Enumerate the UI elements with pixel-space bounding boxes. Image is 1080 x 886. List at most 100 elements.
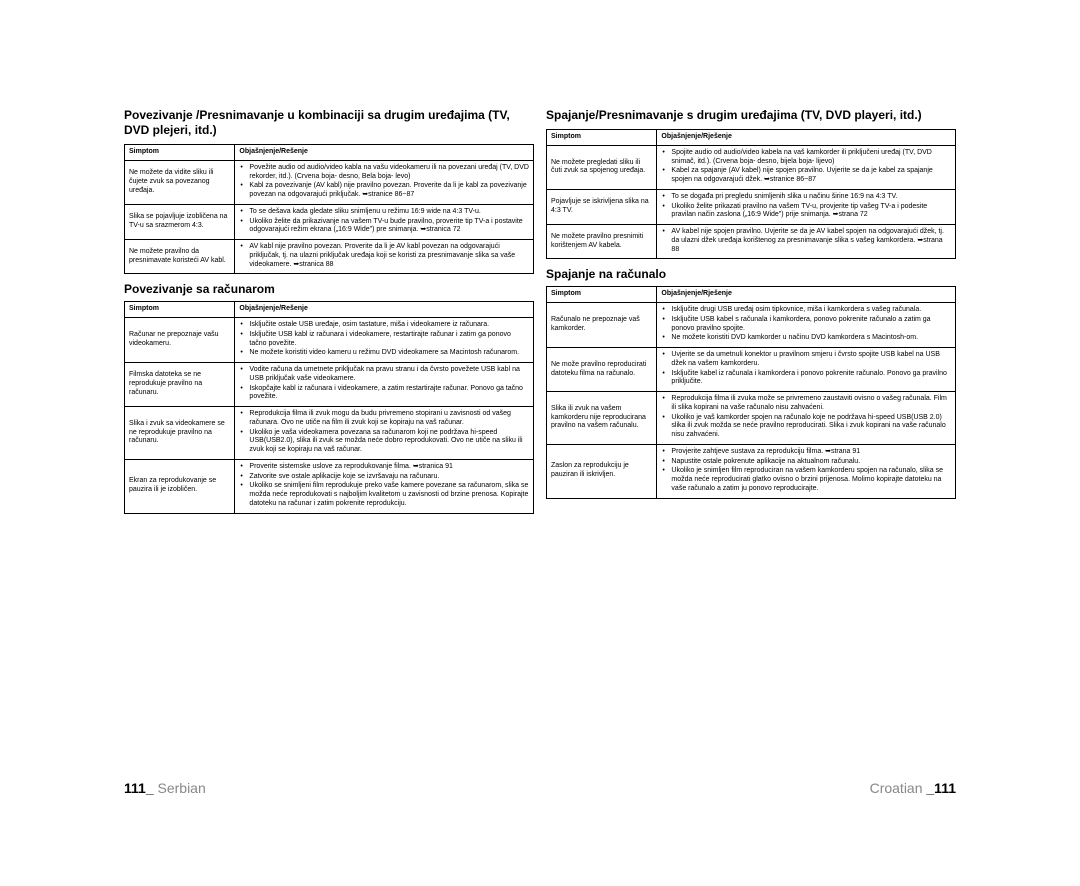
table-row: Ekran za reprodukovanje se pauzira ili j… <box>125 459 534 513</box>
right-table-2: Simptom Objašnjenje/Rješenje Računalo ne… <box>546 286 956 498</box>
footer-right: Croatian _111 <box>546 780 956 796</box>
symptom-cell: Slika se pojavljuje izobličena na TV-u s… <box>125 204 235 239</box>
table-header-row: Simptom Objašnjenje/Rešenje <box>125 145 534 161</box>
explanation-cell: Vodite računa da umetnete priključak na … <box>235 363 534 407</box>
bullet: Ukoliko je vaš kamkorder spojen na račun… <box>671 414 951 440</box>
bullet: Isključite USB kabel s računala i kamkor… <box>671 316 951 334</box>
table-row: Slika i zvuk sa videokamere se ne reprod… <box>125 407 534 460</box>
bullet: Iskopčajte kabl iz računara i videokamer… <box>249 385 529 403</box>
bullet: Spojite audio od audio/video kabela na v… <box>671 149 951 167</box>
explanation-cell: Provjerite zahtjeve sustava za reprodukc… <box>657 444 956 498</box>
table-row: Ne možete da vidite sliku ili čujete zvu… <box>125 160 534 204</box>
page-number: _111 <box>926 780 956 796</box>
footer-left: 111_ Serbian <box>124 780 534 796</box>
explanation-cell: Isključite drugi USB uređaj osim tipkovn… <box>657 303 956 348</box>
symptom-cell: Ekran za reprodukovanje se pauzira ili j… <box>125 459 235 513</box>
col-header-symptom: Simptom <box>547 287 657 303</box>
symptom-cell: Filmska datoteka se ne reprodukuje pravi… <box>125 363 235 407</box>
left-table-1: Simptom Objašnjenje/Rešenje Ne možete da… <box>124 144 534 274</box>
bullet: Kabl za povezivanje (AV kabl) nije pravi… <box>249 182 529 200</box>
explanation-cell: AV kabl nije pravilno povezan. Proverite… <box>235 240 534 274</box>
bullet: Isključite drugi USB uređaj osim tipkovn… <box>671 306 951 315</box>
bullet: Povežite audio od audio/video kabla na v… <box>249 164 529 182</box>
table-row: Zaslon za reprodukciju je pauziran ili i… <box>547 444 956 498</box>
bullet: AV kabl nije pravilno povezan. Proverite… <box>249 243 529 269</box>
explanation-cell: Proverite sistemske uslove za reprodukov… <box>235 459 534 513</box>
table-row: Filmska datoteka se ne reprodukuje pravi… <box>125 363 534 407</box>
bullet: Uvjerite se da umetnuli konektor u pravi… <box>671 351 951 369</box>
symptom-cell: Zaslon za reprodukciju je pauziran ili i… <box>547 444 657 498</box>
bullet: Zatvorite sve ostale aplikacije koje se … <box>249 473 529 482</box>
table-row: Ne možete pregledati sliku ili čuti zvuk… <box>547 145 956 189</box>
symptom-cell: Ne možete pregledati sliku ili čuti zvuk… <box>547 145 657 189</box>
explanation-cell: Uvjerite se da umetnuli konektor u pravi… <box>657 348 956 392</box>
col-header-symptom: Simptom <box>125 302 235 318</box>
bullet: Isključite USB kabl iz računara i videok… <box>249 331 529 349</box>
explanation-cell: Reprodukcija filma ili zvuka može se pri… <box>657 392 956 445</box>
explanation-cell: AV kabel nije spojen pravilno. Uvjerite … <box>657 225 956 259</box>
bullet: Ukoliko se snimljeni film reprodukuje pr… <box>249 482 529 508</box>
table-row: Računar ne prepoznaje vašu videokameru. … <box>125 318 534 363</box>
table-row: Ne možete pravilno da presnimavate koris… <box>125 240 534 274</box>
symptom-cell: Ne može pravilno reproducirati datoteku … <box>547 348 657 392</box>
symptom-cell: Ne možete da vidite sliku ili čujete zvu… <box>125 160 235 204</box>
bullet: Ne možete koristiti DVD kamkorder u nači… <box>671 334 951 343</box>
explanation-cell: To se dešava kada gledate sliku snimljen… <box>235 204 534 239</box>
bullet: Ukoliko je vaša videokamera povezana sa … <box>249 429 529 455</box>
table-header-row: Simptom Objašnjenje/Rješenje <box>547 130 956 146</box>
table-header-row: Simptom Objašnjenje/Rešenje <box>125 302 534 318</box>
bullet: Ukoliko želite da prikazivanje na vašem … <box>249 218 529 236</box>
right-subtitle: Spajanje na računalo <box>546 267 956 281</box>
left-table-2: Simptom Objašnjenje/Rešenje Računar ne p… <box>124 301 534 513</box>
explanation-cell: Spojite audio od audio/video kabela na v… <box>657 145 956 189</box>
bullet: To se događa pri pregledu snimljenih sli… <box>671 193 951 202</box>
symptom-cell: Ne možete pravilno da presnimavate koris… <box>125 240 235 274</box>
explanation-cell: Povežite audio od audio/video kabla na v… <box>235 160 534 204</box>
table-header-row: Simptom Objašnjenje/Rješenje <box>547 287 956 303</box>
right-title: Spajanje/Presnimavanje s drugim uređajim… <box>546 108 956 123</box>
explanation-cell: Reprodukcija filma ili zvuk mogu da budu… <box>235 407 534 460</box>
table-row: Računalo ne prepoznaje vaš kamkorder. Is… <box>547 303 956 348</box>
explanation-cell: To se događa pri pregledu snimljenih sli… <box>657 189 956 224</box>
bullet: Isključite kabel iz računala i kamkorder… <box>671 370 951 388</box>
right-column: Spajanje/Presnimavanje s drugim uređajim… <box>546 108 956 796</box>
bullet: AV kabel nije spojen pravilno. Uvjerite … <box>671 228 951 254</box>
table-row: Slika ili zvuk na vašem kamkorderu nije … <box>547 392 956 445</box>
bullet: Isključite ostale USB uređaje, osim tast… <box>249 321 529 330</box>
table-row: Ne možete pravilno presnimiti korištenje… <box>547 225 956 259</box>
bullet: Provjerite zahtjeve sustava za reprodukc… <box>671 448 951 457</box>
manual-page: Povezivanje /Presnimavanje u kombinaciji… <box>124 108 956 796</box>
bullet: Reprodukcija filma ili zvuk mogu da budu… <box>249 410 529 428</box>
language-label: Serbian <box>154 780 206 796</box>
bullet: Ukoliko želite prikazati pravilno na vaš… <box>671 203 951 221</box>
symptom-cell: Slika i zvuk sa videokamere se ne reprod… <box>125 407 235 460</box>
symptom-cell: Računar ne prepoznaje vašu videokameru. <box>125 318 235 363</box>
language-label: Croatian <box>870 780 927 796</box>
col-header-explanation: Objašnjenje/Rešenje <box>235 145 534 161</box>
left-subtitle: Povezivanje sa računarom <box>124 282 534 296</box>
table-row: Pojavljuje se iskrivljena slika na 4:3 T… <box>547 189 956 224</box>
symptom-cell: Pojavljuje se iskrivljena slika na 4:3 T… <box>547 189 657 224</box>
symptom-cell: Računalo ne prepoznaje vaš kamkorder. <box>547 303 657 348</box>
left-column: Povezivanje /Presnimavanje u kombinaciji… <box>124 108 534 796</box>
col-header-explanation: Objašnjenje/Rešenje <box>235 302 534 318</box>
page-number: 111_ <box>124 780 154 796</box>
table-row: Slika se pojavljuje izobličena na TV-u s… <box>125 204 534 239</box>
bullet: Napustite ostale pokrenute aplikacije na… <box>671 458 951 467</box>
symptom-cell: Slika ili zvuk na vašem kamkorderu nije … <box>547 392 657 445</box>
explanation-cell: Isključite ostale USB uređaje, osim tast… <box>235 318 534 363</box>
bullet: Ukoliko je snimljen film reproduciran na… <box>671 467 951 493</box>
bullet: Kabel za spajanje (AV kabel) nije spojen… <box>671 167 951 185</box>
table-row: Ne može pravilno reproducirati datoteku … <box>547 348 956 392</box>
col-header-explanation: Objašnjenje/Rješenje <box>657 130 956 146</box>
bullet: Vodite računa da umetnete priključak na … <box>249 366 529 384</box>
col-header-explanation: Objašnjenje/Rješenje <box>657 287 956 303</box>
col-header-symptom: Simptom <box>125 145 235 161</box>
symptom-cell: Ne možete pravilno presnimiti korištenje… <box>547 225 657 259</box>
bullet: Reprodukcija filma ili zvuka može se pri… <box>671 395 951 413</box>
right-table-1: Simptom Objašnjenje/Rješenje Ne možete p… <box>546 129 956 259</box>
bullet: Proverite sistemske uslove za reprodukov… <box>249 463 529 472</box>
bullet: Ne možete koristiti video kameru u režim… <box>249 349 529 358</box>
col-header-symptom: Simptom <box>547 130 657 146</box>
bullet: To se dešava kada gledate sliku snimljen… <box>249 208 529 217</box>
